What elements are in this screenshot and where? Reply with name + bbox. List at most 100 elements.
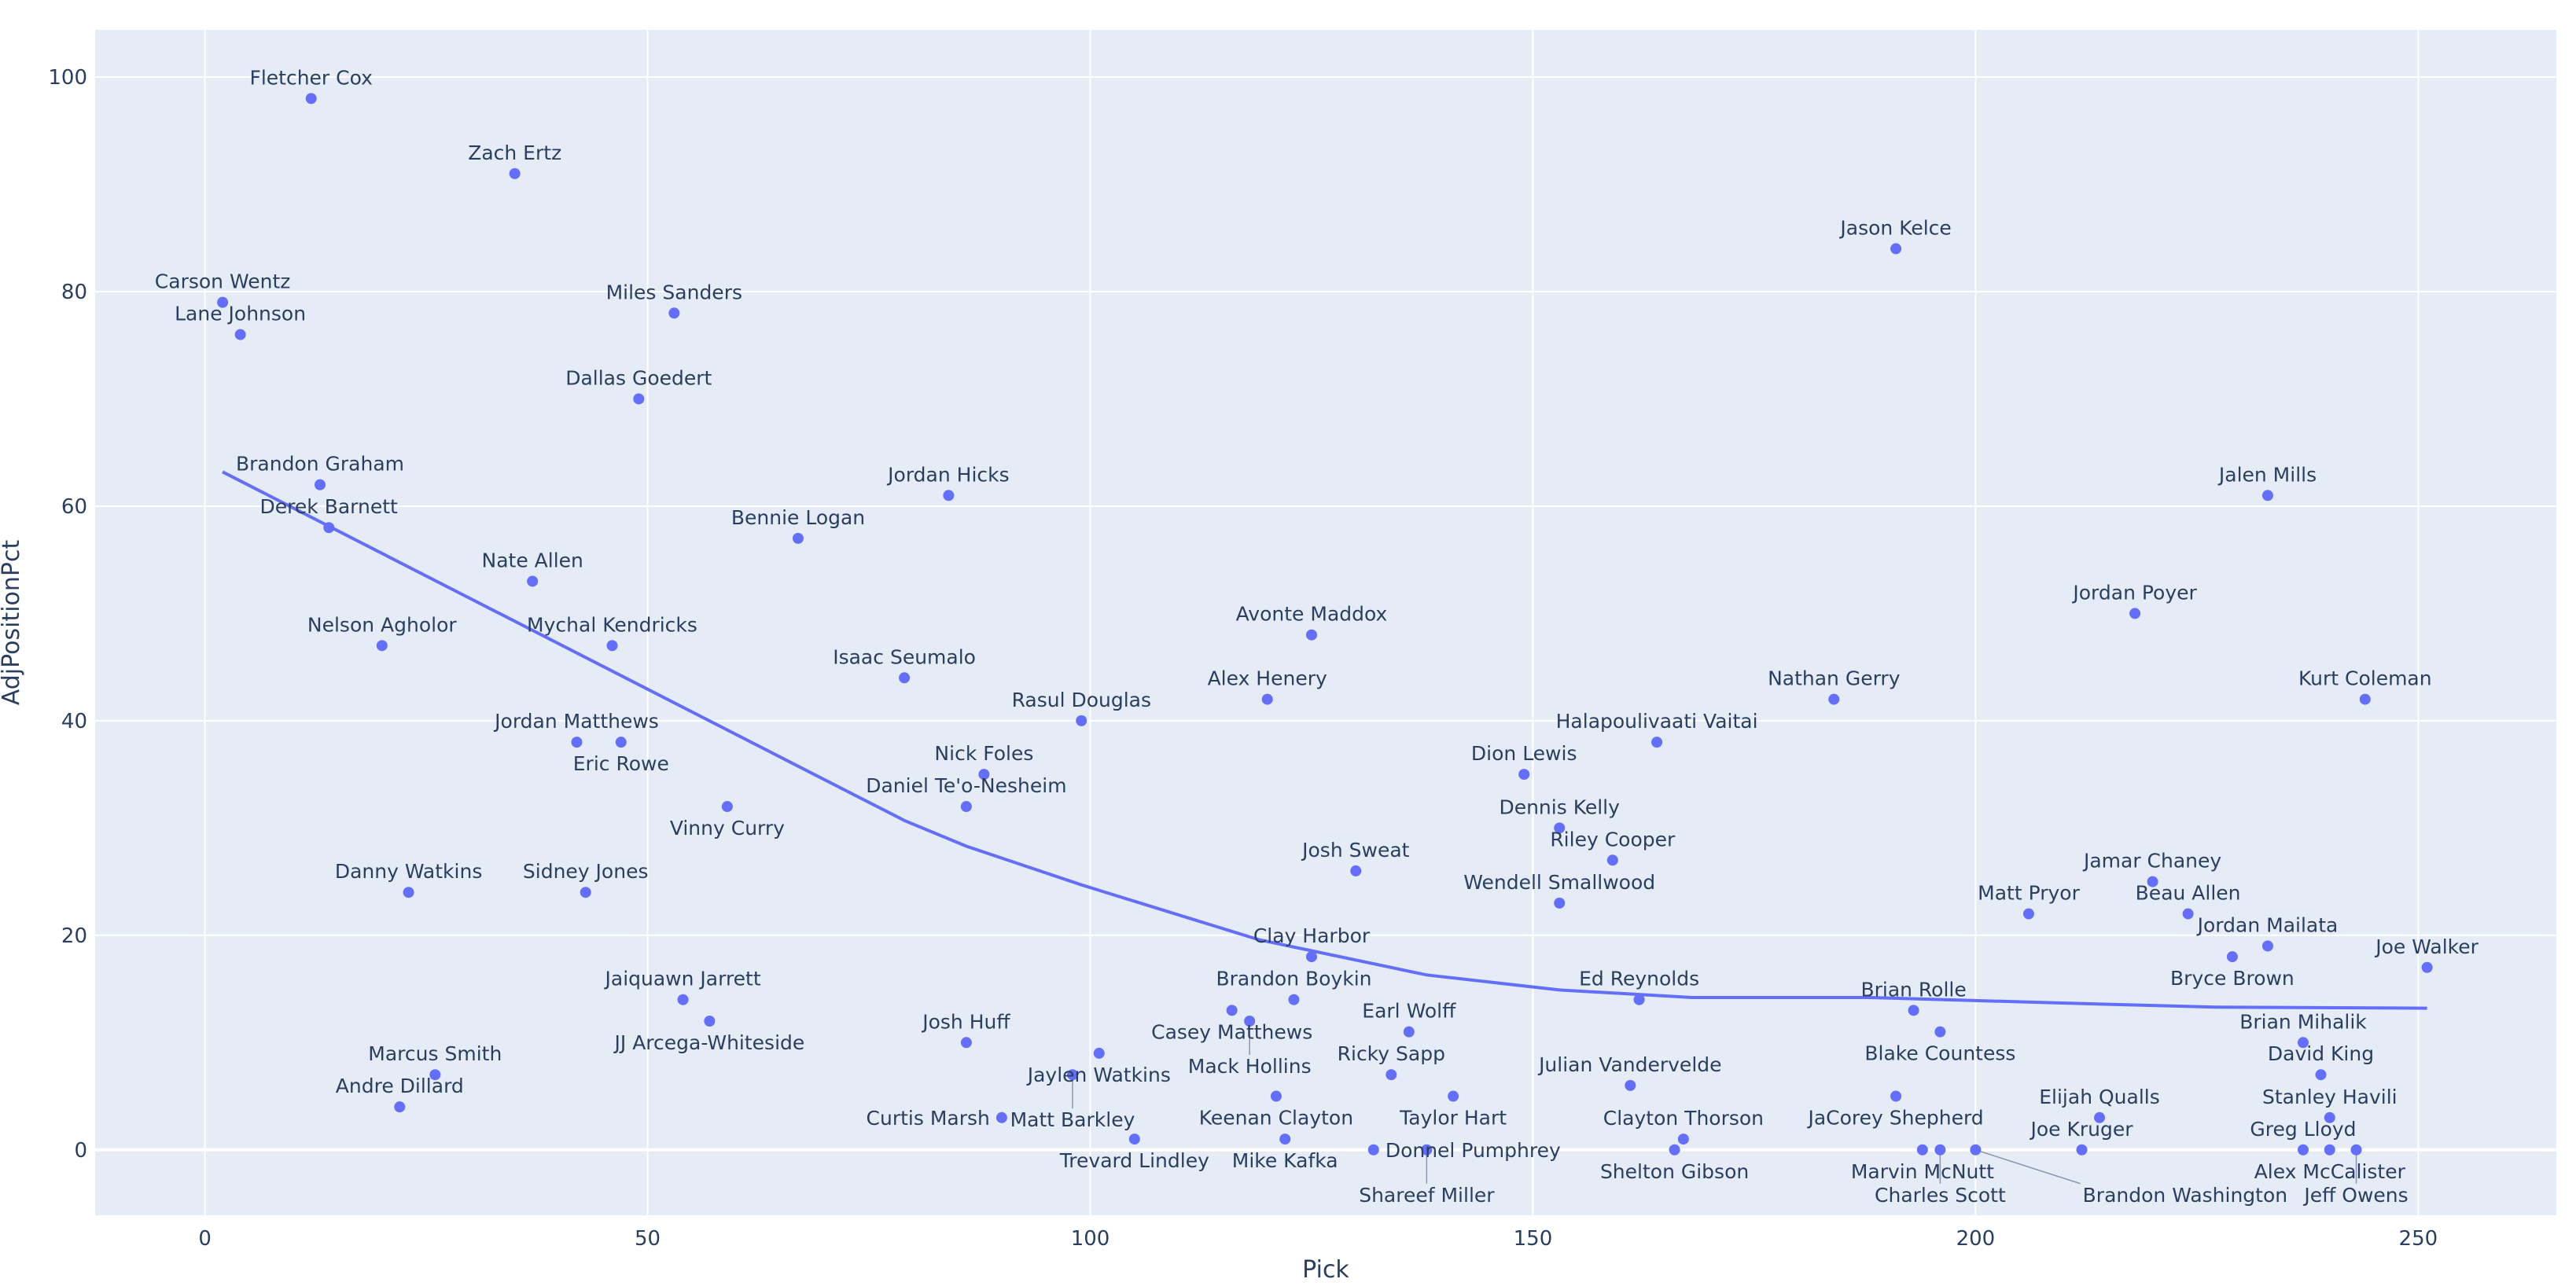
data-point[interactable] xyxy=(792,532,804,544)
point-label: Elijah Qualls xyxy=(2039,1086,2160,1108)
data-point[interactable] xyxy=(606,640,618,652)
data-point[interactable] xyxy=(1934,1026,1946,1038)
data-point[interactable] xyxy=(2094,1111,2106,1123)
data-point[interactable] xyxy=(1403,1026,1415,1038)
point-label: Lane Johnson xyxy=(175,303,306,325)
data-point[interactable] xyxy=(1970,1144,1982,1156)
data-point[interactable] xyxy=(1305,951,1317,963)
data-point[interactable] xyxy=(960,1037,972,1049)
data-point[interactable] xyxy=(1279,1134,1291,1145)
data-point[interactable] xyxy=(571,737,583,748)
data-point[interactable] xyxy=(1828,693,1840,705)
point-label: Jason Kelce xyxy=(1838,216,1951,239)
data-point[interactable] xyxy=(1367,1144,1379,1156)
data-point[interactable] xyxy=(1908,1005,1919,1016)
data-point[interactable] xyxy=(1916,1144,1928,1156)
data-point[interactable] xyxy=(995,1111,1007,1123)
y-tick-label: 20 xyxy=(61,924,87,948)
data-point[interactable] xyxy=(1244,1015,1256,1027)
data-point[interactable] xyxy=(1890,1090,1902,1102)
data-point[interactable] xyxy=(314,479,326,491)
data-point[interactable] xyxy=(217,296,229,308)
data-point[interactable] xyxy=(1128,1134,1140,1145)
data-point[interactable] xyxy=(1448,1090,1459,1102)
data-point[interactable] xyxy=(1518,769,1530,781)
data-point[interactable] xyxy=(1226,1005,1238,1016)
data-point[interactable] xyxy=(1677,1134,1689,1145)
data-point[interactable] xyxy=(1633,994,1645,1005)
data-point[interactable] xyxy=(1093,1047,1105,1059)
point-label: Shareef Miller xyxy=(1359,1184,1495,1207)
point-label: Mychal Kendricks xyxy=(527,613,697,636)
y-tick-label: 40 xyxy=(61,710,87,733)
data-point[interactable] xyxy=(704,1015,716,1027)
data-point[interactable] xyxy=(1625,1079,1636,1091)
data-point[interactable] xyxy=(978,769,990,781)
point-label: Kurt Coleman xyxy=(2298,667,2432,690)
data-point[interactable] xyxy=(1270,1090,1282,1102)
data-point[interactable] xyxy=(2324,1144,2335,1156)
data-point[interactable] xyxy=(668,307,680,319)
data-point[interactable] xyxy=(1305,629,1317,641)
data-point[interactable] xyxy=(323,522,335,534)
data-point[interactable] xyxy=(960,801,972,813)
data-point[interactable] xyxy=(2261,490,2273,502)
data-point[interactable] xyxy=(2226,951,2238,963)
data-point[interactable] xyxy=(403,887,414,898)
data-point[interactable] xyxy=(1288,994,1300,1005)
data-point[interactable] xyxy=(580,887,591,898)
data-point[interactable] xyxy=(376,640,388,652)
data-point[interactable] xyxy=(1421,1144,1433,1156)
data-point[interactable] xyxy=(615,737,627,748)
data-point[interactable] xyxy=(633,393,645,405)
data-point[interactable] xyxy=(1350,865,1362,876)
data-point[interactable] xyxy=(305,93,317,105)
point-label: Greg Lloyd xyxy=(2250,1118,2356,1141)
data-point[interactable] xyxy=(1669,1144,1680,1156)
data-point[interactable] xyxy=(1890,243,1902,255)
point-label: Jamar Chaney xyxy=(2082,850,2221,873)
data-point[interactable] xyxy=(2297,1144,2309,1156)
point-label: Brandon Graham xyxy=(236,453,404,476)
data-point[interactable] xyxy=(1934,1144,1946,1156)
data-point[interactable] xyxy=(1066,1069,1078,1081)
data-point[interactable] xyxy=(527,575,539,587)
data-point[interactable] xyxy=(394,1101,406,1113)
data-point[interactable] xyxy=(2022,908,2034,920)
data-point[interactable] xyxy=(677,994,689,1005)
data-point[interactable] xyxy=(721,801,733,813)
point-label: JaCorey Shepherd xyxy=(1806,1107,1983,1130)
data-point[interactable] xyxy=(2261,940,2273,952)
gridlines xyxy=(95,30,2556,1215)
point-label: Jordan Mailata xyxy=(2196,914,2339,937)
data-point[interactable] xyxy=(1261,693,1273,705)
data-point[interactable] xyxy=(2182,908,2194,920)
data-point[interactable] xyxy=(2129,608,2141,619)
point-label: JJ Arcega-Whiteside xyxy=(613,1031,805,1054)
data-point[interactable] xyxy=(2076,1144,2088,1156)
data-point[interactable] xyxy=(2147,876,2158,887)
data-point[interactable] xyxy=(2297,1037,2309,1049)
label-leader-line xyxy=(1975,1149,2081,1185)
data-point[interactable] xyxy=(429,1069,441,1081)
data-point[interactable] xyxy=(2350,1144,2362,1156)
data-point[interactable] xyxy=(1606,854,1618,866)
data-point[interactable] xyxy=(2324,1111,2335,1123)
data-point[interactable] xyxy=(509,167,521,179)
data-point[interactable] xyxy=(1554,822,1566,834)
data-point[interactable] xyxy=(2359,693,2371,705)
data-point[interactable] xyxy=(2421,961,2433,973)
data-point[interactable] xyxy=(943,490,955,502)
point-label: Marvin McNutt xyxy=(1851,1160,1994,1183)
x-axis-title: Pick xyxy=(1302,1256,1349,1284)
data-point[interactable] xyxy=(899,672,911,684)
data-point[interactable] xyxy=(1386,1069,1397,1081)
point-label: Nathan Gerry xyxy=(1768,667,1901,690)
data-point[interactable] xyxy=(1076,715,1087,726)
data-point[interactable] xyxy=(1651,737,1663,748)
data-point[interactable] xyxy=(1554,897,1566,909)
data-point[interactable] xyxy=(2315,1069,2327,1081)
point-label: Ed Reynolds xyxy=(1579,968,1699,990)
point-label: Charles Scott xyxy=(1875,1184,2006,1207)
data-point[interactable] xyxy=(234,329,246,340)
